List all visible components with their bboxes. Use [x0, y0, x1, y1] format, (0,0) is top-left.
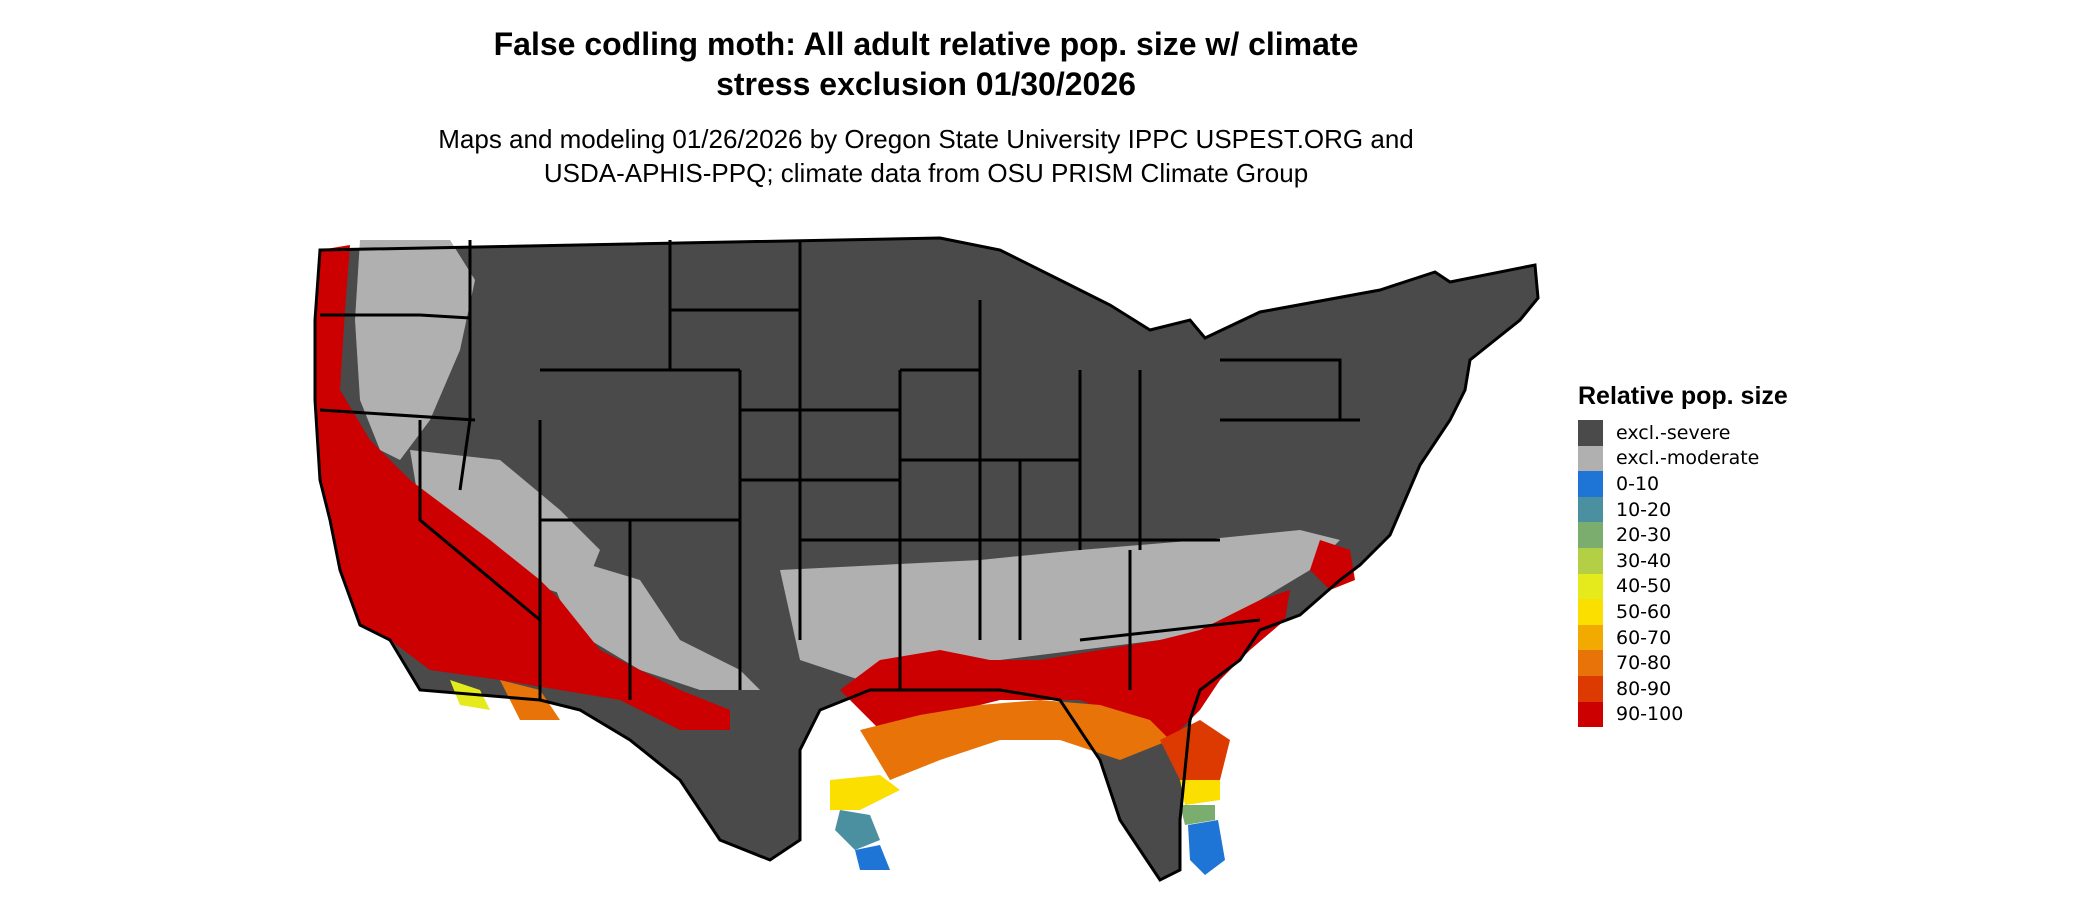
zone-0-10-tx: [855, 845, 890, 870]
zone-70-90-gulf: [860, 700, 1170, 780]
us-map: [313, 236, 1540, 882]
zone-10-30-tx: [835, 810, 880, 850]
zone-90-100-west-coast: [315, 245, 730, 730]
legend-title: Relative pop. size: [1578, 382, 1788, 410]
conus-land: [315, 238, 1538, 880]
map-land: [315, 238, 1538, 880]
legend-label: 30-40: [1616, 549, 1672, 572]
legend-item: 80-90: [1578, 675, 1788, 702]
zone-10-30-fl: [1180, 805, 1215, 825]
legend-label: 90-100: [1616, 703, 1684, 726]
legend-label: excl.-moderate: [1616, 447, 1760, 470]
legend-item: 10-20: [1578, 496, 1788, 523]
legend-items: excl.-severe excl.-moderate 0-10 10-20 20-30…: [1578, 420, 1788, 728]
legend-label: excl.-severe: [1616, 421, 1731, 444]
legend-label: 20-30: [1616, 524, 1672, 547]
zone-40-60-tx: [830, 775, 900, 810]
legend-swatch: [1578, 471, 1603, 497]
legend-label: 60-70: [1616, 626, 1672, 649]
excl-moderate-south: [780, 530, 1340, 680]
legend-swatch: [1578, 573, 1603, 600]
zone-70-90-florida: [1160, 720, 1230, 780]
zone-90-100-gulf: [840, 590, 1290, 740]
map-title-line2: stress exclusion 01/30/2026: [716, 66, 1136, 102]
state-boundaries: [313, 236, 1540, 882]
state-lines-4: [418, 420, 541, 622]
excl-moderate-west: [355, 240, 475, 460]
subtitle-line1: Maps and modeling 01/26/2026 by Oregon S…: [438, 124, 1414, 154]
legend-item: excl.-severe: [1578, 420, 1788, 446]
legend-item: 60-70: [1578, 624, 1788, 651]
zone-0-10-fl: [1188, 820, 1225, 875]
legend-swatch: [1578, 650, 1603, 676]
legend-item: 40-50: [1578, 573, 1788, 600]
legend-swatch: [1578, 701, 1603, 728]
legend-item: 90-100: [1578, 701, 1788, 728]
map-title: False codling moth: All adult relative p…: [0, 24, 1852, 104]
state-lines-1: [320, 313, 471, 320]
map-subtitle: Maps and modeling 01/26/2026 by Oregon S…: [0, 122, 1852, 190]
legend-label: 50-60: [1616, 600, 1672, 623]
legend-swatch: [1578, 496, 1603, 523]
legend-label: 10-20: [1616, 498, 1672, 521]
excl-moderate-southwest: [540, 550, 760, 690]
legend-swatch: [1578, 599, 1603, 625]
legend: Relative pop. size excl.-severe excl.-mod…: [1578, 380, 1788, 728]
zone-40-60-fl: [1180, 780, 1220, 805]
state-lines-24: [1079, 618, 1261, 642]
legend-item: 30-40: [1578, 547, 1788, 574]
legend-swatch: [1578, 547, 1603, 574]
state-lines-26: [1220, 358, 1342, 420]
legend-label: 80-90: [1616, 677, 1672, 700]
legend-swatch: [1578, 522, 1603, 548]
legend-swatch: [1578, 445, 1603, 472]
map-title-line1: False codling moth: All adult relative p…: [493, 26, 1359, 62]
legend-label: 70-80: [1616, 652, 1672, 675]
legend-label: 40-50: [1616, 575, 1672, 598]
legend-swatch: [1578, 420, 1603, 446]
legend-item: 50-60: [1578, 599, 1788, 625]
subtitle-line2: USDA-APHIS-PPQ; climate data from OSU PR…: [543, 158, 1309, 188]
legend-swatch: [1578, 675, 1603, 702]
legend-item: 0-10: [1578, 471, 1788, 497]
legend-swatch: [1578, 624, 1603, 651]
legend-item: excl.-moderate: [1578, 445, 1788, 472]
legend-label: 0-10: [1616, 472, 1660, 495]
state-lines-3: [319, 408, 476, 422]
conus-outline: [313, 236, 1540, 882]
legend-item: 70-80: [1578, 650, 1788, 676]
legend-item: 20-30: [1578, 522, 1788, 548]
